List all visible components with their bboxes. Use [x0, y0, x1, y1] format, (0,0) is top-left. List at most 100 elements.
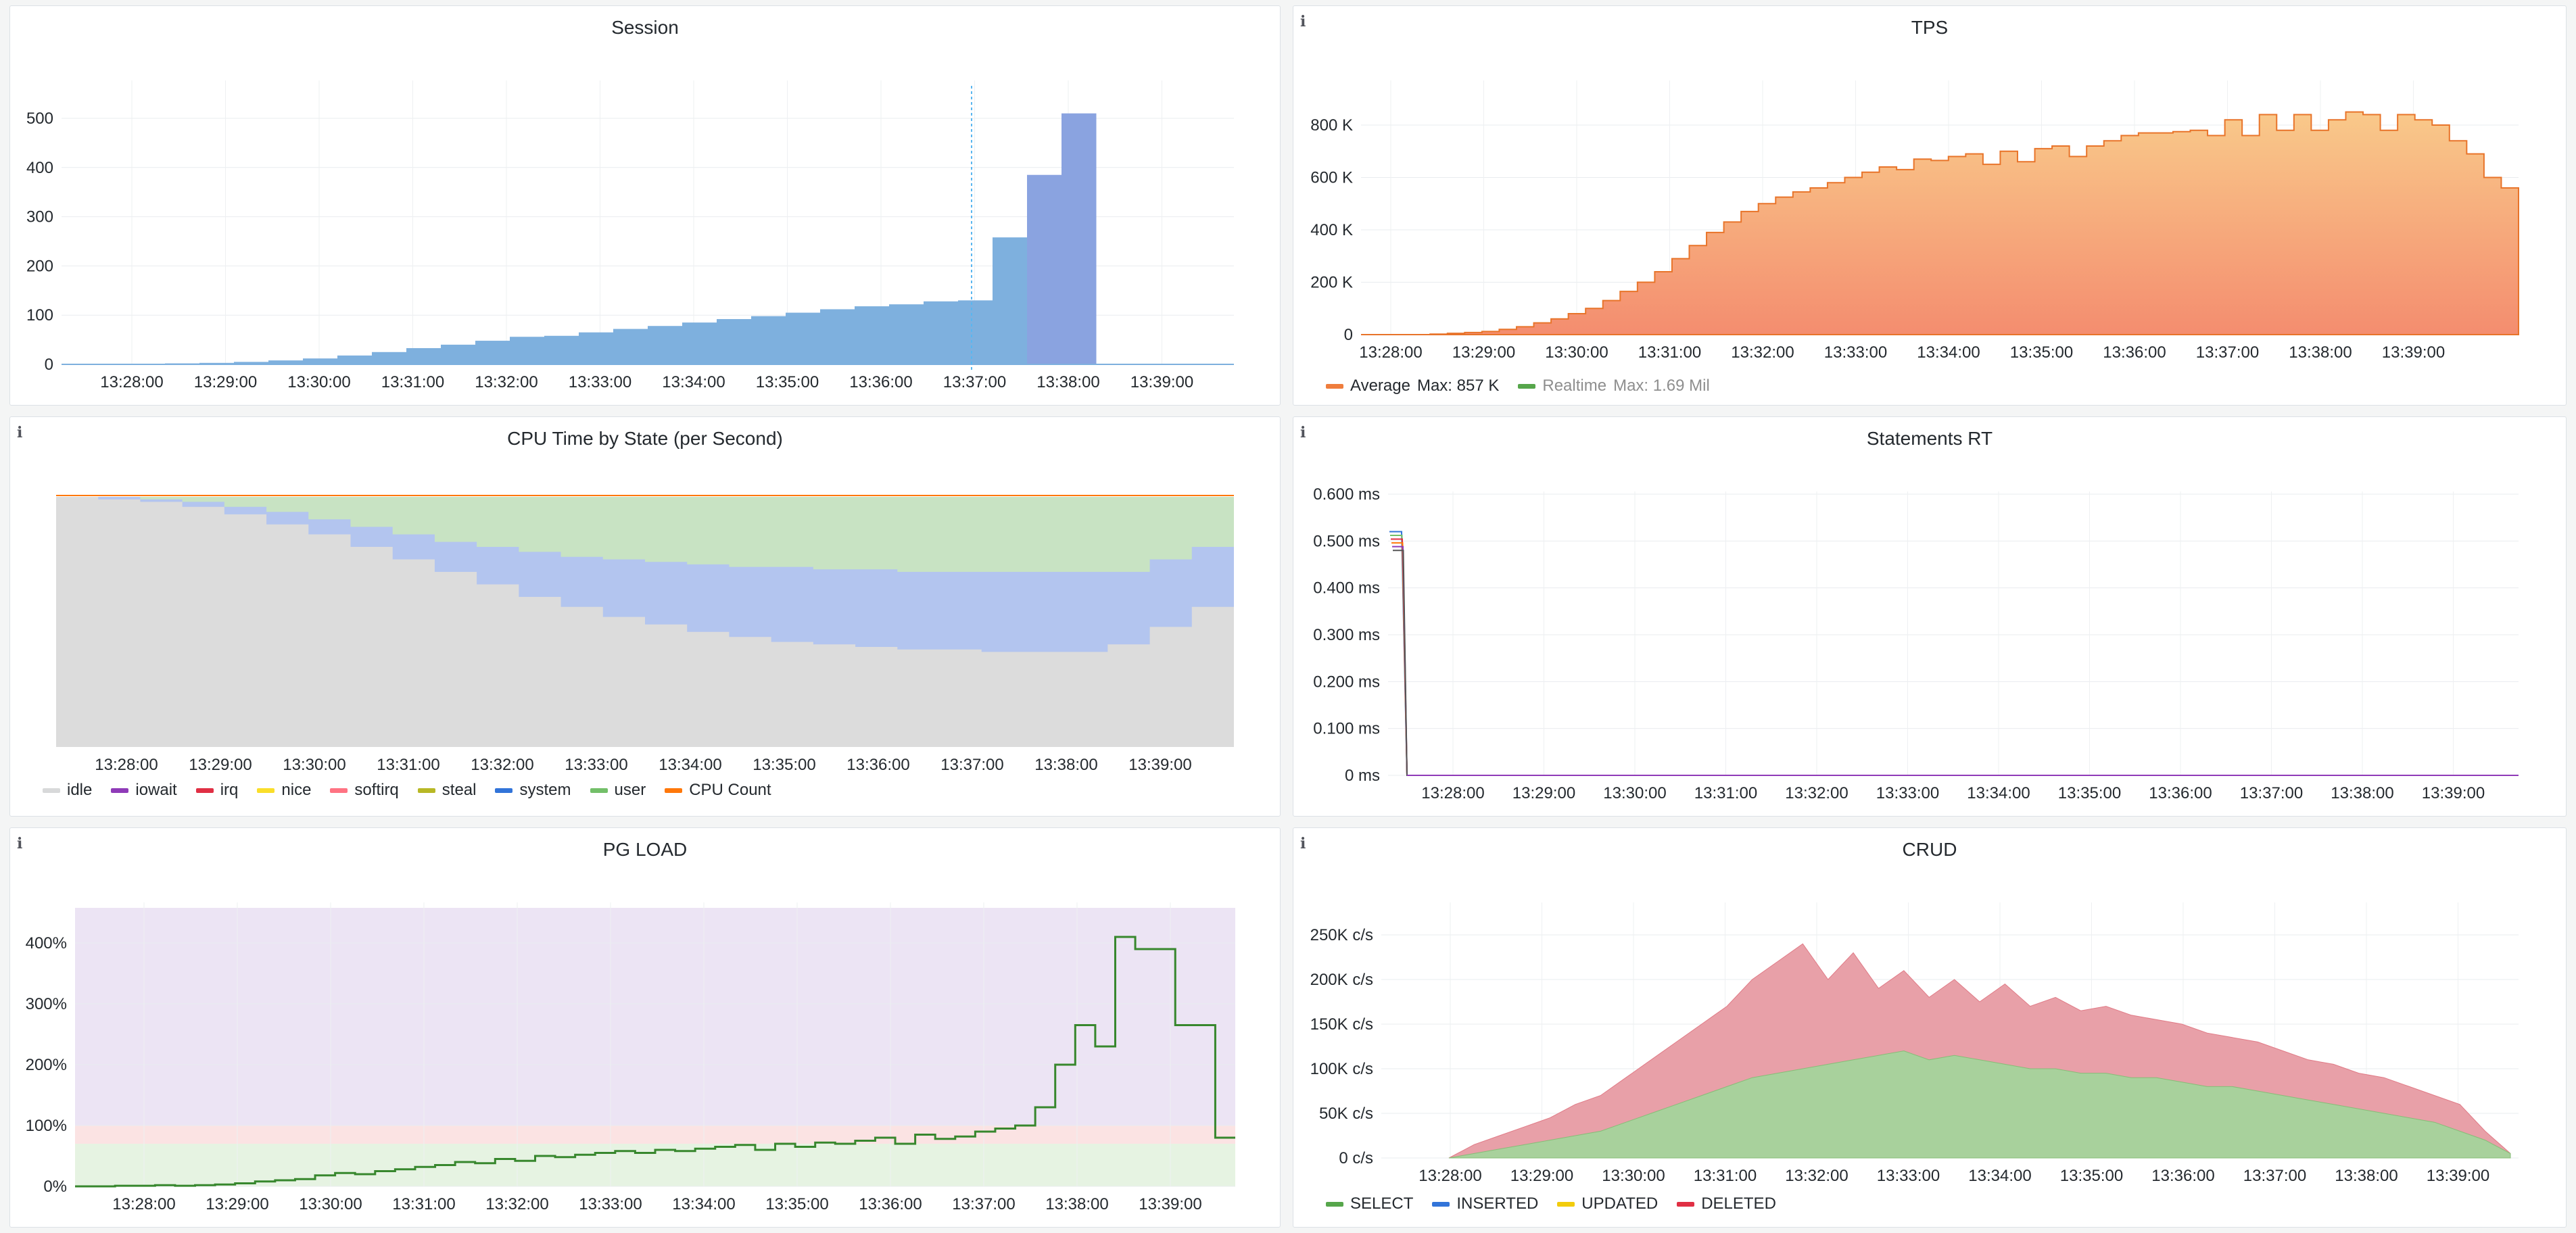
x-tick-label: 13:38:00	[2331, 784, 2393, 802]
x-tick-label: 13:31:00	[392, 1195, 455, 1213]
cpu-user-area	[56, 497, 1234, 572]
info-icon[interactable]: i	[17, 835, 23, 852]
x-tick-label: 13:29:00	[189, 756, 252, 774]
cpu-legend: idle iowait irq nice softirq steal system user C…	[43, 781, 771, 800]
session-bar	[579, 332, 614, 364]
session-bar	[717, 319, 752, 364]
x-tick-label: 13:30:00	[283, 756, 345, 774]
legend-item-steal[interactable]: steal	[417, 781, 477, 800]
statements-chart[interactable]: 0 ms 0.100 ms 0.200 ms 0.300 ms 0.400 ms 0.50…	[1293, 417, 2567, 817]
crud-chart[interactable]: 0 c/s 50K c/s 100K c/s 150K c/s 200K c/s 250K…	[1293, 828, 2567, 1228]
y-tick-label: 100	[26, 306, 53, 324]
y-tick-label: 500	[26, 110, 53, 128]
info-icon[interactable]: i	[1300, 835, 1306, 852]
legend-item-inserted[interactable]: INSERTED	[1432, 1194, 1538, 1213]
x-tick-label: 13:39:00	[2382, 343, 2445, 362]
pgload-chart[interactable]: 0% 100% 200% 300% 400% 13:28:00 13:29:00 13:30:…	[10, 828, 1281, 1228]
legend-item-deleted[interactable]: DELETED	[1677, 1194, 1776, 1213]
x-tick-label: 13:36:00	[2149, 784, 2212, 802]
legend-label: UPDATED	[1581, 1194, 1659, 1213]
x-tick-label: 13:35:00	[753, 756, 815, 774]
legend-item-irq[interactable]: irq	[195, 781, 238, 800]
legend-swatch	[1432, 1201, 1450, 1207]
tps-chart[interactable]: 0 200 K 400 K 600 K 800 K 13:28:00 13:29:00 13:…	[1293, 6, 2567, 406]
legend-item-nice[interactable]: nice	[257, 781, 311, 800]
session-bar	[1062, 113, 1097, 364]
session-bar	[993, 237, 1028, 364]
x-tick-label: 13:29:00	[194, 373, 257, 391]
tps-legend: Average Max: 857 K Realtime Max: 1.69 Mil	[1326, 377, 1710, 395]
session-bar	[958, 300, 993, 364]
info-icon[interactable]: i	[1300, 424, 1306, 441]
x-tick-label: 13:28:00	[1359, 343, 1422, 362]
x-tick-label: 13:33:00	[569, 373, 631, 391]
x-tick-label: 13:39:00	[2427, 1167, 2489, 1185]
x-tick-label: 13:32:00	[1785, 1167, 1848, 1185]
legend-label: INSERTED	[1456, 1194, 1539, 1213]
legend-item-average[interactable]: Average Max: 857 K	[1326, 377, 1499, 395]
session-bar	[337, 355, 373, 364]
legend-swatch	[257, 788, 275, 793]
session-bar	[441, 344, 476, 364]
x-tick-label: 13:32:00	[475, 373, 538, 391]
x-tick-label: 13:39:00	[1128, 756, 1191, 774]
legend-label: idle	[67, 781, 93, 799]
legend-item-user[interactable]: user	[590, 781, 646, 800]
panel-title: CPU Time by State (per Second)	[507, 428, 783, 449]
y-tick-label: 0	[1344, 326, 1353, 344]
y-tick-label: 300	[26, 208, 53, 226]
legend-label: SELECT	[1350, 1194, 1414, 1213]
x-tick-label: 13:38:00	[2289, 343, 2352, 362]
statements-series	[1391, 542, 2519, 776]
x-tick-label: 13:28:00	[100, 373, 163, 391]
y-tick-label: 800 K	[1310, 116, 1353, 135]
x-tick-label: 13:38:00	[2335, 1167, 2398, 1185]
cpu-idle-area	[56, 497, 1234, 747]
x-tick-label: 13:30:00	[287, 373, 350, 391]
x-tick-label: 13:35:00	[756, 373, 819, 391]
info-icon[interactable]: i	[1300, 13, 1306, 30]
legend-item-softirq[interactable]: softirq	[330, 781, 399, 800]
x-tick-label: 13:31:00	[1638, 343, 1701, 362]
legend-item-realtime[interactable]: Realtime Max: 1.69 Mil	[1518, 377, 1710, 395]
x-axis: 13:28:00 13:29:00 13:30:00 13:31:00 13:32:00…	[95, 756, 1191, 774]
info-icon[interactable]: i	[17, 424, 23, 441]
x-tick-label: 13:36:00	[2103, 343, 2166, 362]
session-chart[interactable]: 0 100 200 300 400 500 13:28:00 13:29:00 13:30:00…	[10, 6, 1281, 406]
y-tick-label: 200 K	[1310, 274, 1353, 292]
y-tick-label: 50K c/s	[1319, 1105, 1373, 1123]
session-panel: Session 0 100 200 300 400 500 13:28:00 13:29:00…	[9, 5, 1281, 406]
legend-swatch	[111, 788, 129, 793]
legend-item-select[interactable]: SELECT	[1326, 1194, 1413, 1213]
session-bar	[372, 352, 407, 364]
session-bar	[682, 322, 717, 364]
x-tick-label: 13:38:00	[1034, 756, 1097, 774]
legend-item-cpu-count[interactable]: CPU Count	[665, 781, 771, 800]
crud-panel: i CRUD 0 c/s 50K c/s 100K c/s 150K c/s 200K …	[1293, 827, 2567, 1228]
legend-label: steal	[442, 781, 477, 799]
statements-series	[1390, 535, 2519, 776]
x-tick-label: 13:32:00	[471, 756, 533, 774]
session-bar	[751, 316, 786, 364]
grid: 0 c/s 50K c/s 100K c/s 150K c/s 200K c/s 250K…	[1310, 902, 2519, 1185]
legend-swatch	[417, 788, 435, 793]
legend-item-system[interactable]: system	[495, 781, 571, 800]
x-tick-label: 13:33:00	[565, 756, 627, 774]
x-tick-label: 13:37:00	[943, 373, 1006, 391]
legend-item-iowait[interactable]: iowait	[111, 781, 177, 800]
x-tick-label: 13:33:00	[579, 1195, 642, 1213]
y-tick-label: 0 c/s	[1339, 1149, 1373, 1167]
session-bar	[889, 304, 924, 364]
session-bar	[924, 301, 959, 364]
cpu-chart[interactable]: 13:28:00 13:29:00 13:30:00 13:31:00 13:32:00…	[10, 417, 1281, 817]
statements-series	[1392, 546, 2519, 776]
legend-item-idle[interactable]: idle	[43, 781, 92, 800]
legend-item-updated[interactable]: UPDATED	[1557, 1194, 1658, 1213]
x-tick-label: 13:34:00	[662, 373, 725, 391]
x-tick-label: 13:39:00	[1130, 373, 1193, 391]
x-tick-label: 13:39:00	[2422, 784, 2485, 802]
x-tick-label: 13:31:00	[1694, 1167, 1757, 1185]
x-tick-label: 13:32:00	[1731, 343, 1794, 362]
threshold-band	[75, 1126, 1235, 1144]
panel-title: Statements RT	[1866, 428, 1993, 449]
